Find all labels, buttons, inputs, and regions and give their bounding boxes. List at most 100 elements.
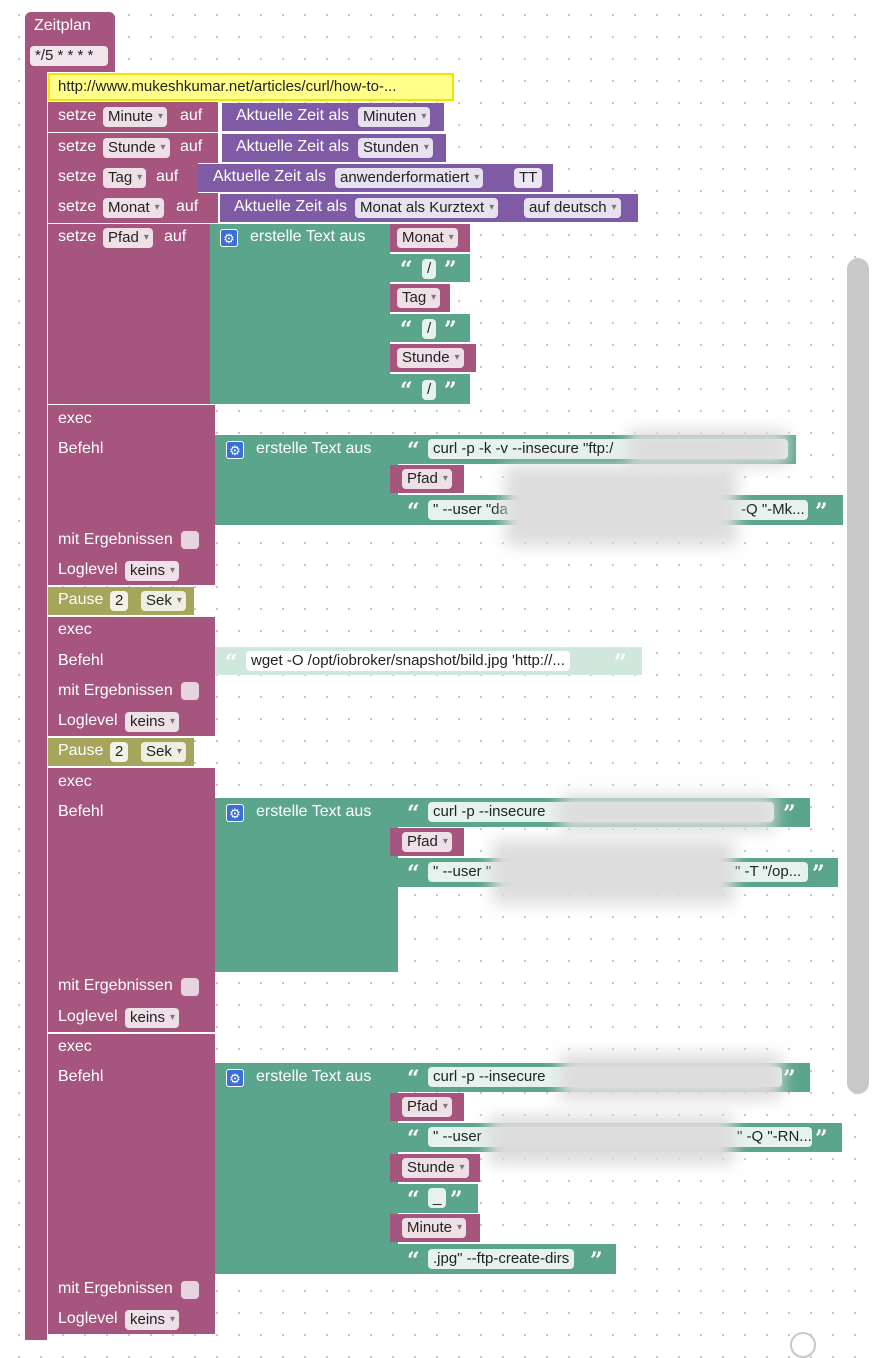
crosshair-icon[interactable] — [790, 1332, 816, 1358]
var-dropdown[interactable]: Stunde — [397, 348, 464, 368]
loglevel-dropdown[interactable]: keins — [125, 1310, 180, 1330]
time-format-dropdown-minute[interactable]: Minuten — [358, 107, 431, 127]
var-dropdown-tag[interactable]: Tag — [103, 168, 147, 188]
loglevel-label: Loglevel — [58, 1008, 118, 1025]
func-label: Aktuelle Zeit als — [236, 138, 349, 155]
text-join-block-exec3[interactable] — [215, 798, 398, 972]
quote-close-icon: ” — [815, 1126, 828, 1152]
text-field-end: -Q "-Mk... — [741, 501, 805, 518]
text-field[interactable]: _ — [428, 1188, 447, 1208]
quote-open-icon: “ — [407, 1187, 420, 1213]
befehl-label: Befehl — [58, 803, 104, 820]
befehl-label: Befehl — [58, 652, 104, 669]
quote-open-icon: “ — [400, 317, 413, 343]
loglevel-dropdown[interactable]: keins — [125, 1008, 180, 1028]
set-label: setze — [58, 107, 97, 124]
text-field[interactable]: / — [422, 380, 437, 400]
var-dropdown-pfad[interactable]: Pfad — [103, 228, 153, 248]
exec-label: exec — [58, 1038, 92, 1055]
quote-close-icon: ” — [444, 317, 457, 343]
var-dropdown-monat[interactable]: Monat — [103, 198, 164, 218]
var-dropdown-stunde[interactable]: Stunde — [103, 138, 170, 158]
pause-unit-dropdown[interactable]: Sek — [141, 742, 186, 762]
vertical-scrollbar[interactable] — [847, 258, 869, 1094]
befehl-label: Befehl — [58, 440, 104, 457]
gear-icon[interactable]: ⚙ — [226, 1069, 244, 1087]
custom-format-field[interactable]: TT — [514, 168, 543, 188]
text-field-end: " -T "/op... — [735, 863, 802, 880]
gear-icon[interactable]: ⚙ — [226, 804, 244, 822]
text-join-block-exec1[interactable] — [215, 435, 398, 525]
func-label: erstelle Text aus — [256, 803, 372, 820]
pause-label: Pause — [58, 591, 104, 608]
pause-value-field[interactable]: 2 — [110, 742, 129, 762]
quote-close-icon: ” — [812, 861, 825, 887]
func-label: Aktuelle Zeit als — [234, 198, 347, 215]
schedule-label: Zeitplan — [34, 17, 91, 34]
loglevel-dropdown[interactable]: keins — [125, 712, 180, 732]
quote-close-icon: ” — [450, 1187, 463, 1213]
var-dropdown[interactable]: Stunde — [402, 1158, 469, 1178]
comment-block[interactable] — [48, 73, 454, 101]
text-field[interactable]: wget -O /opt/iobroker/snapshot/bild.jpg … — [246, 651, 570, 671]
text-field[interactable]: / — [422, 319, 437, 339]
quote-close-icon: ” — [815, 499, 828, 525]
set-label: setze — [58, 228, 97, 245]
mit-ergebnissen-checkbox[interactable] — [181, 682, 199, 700]
quote-close-icon: ” — [444, 257, 457, 283]
time-format-dropdown-monat[interactable]: Monat als Kurztext — [355, 198, 499, 218]
befehl-label: Befehl — [58, 1068, 104, 1085]
text-join-block-exec4[interactable] — [215, 1063, 398, 1274]
redacted-area — [560, 1054, 782, 1100]
pause-value-field[interactable]: 2 — [110, 591, 129, 611]
gear-icon[interactable]: ⚙ — [220, 229, 238, 247]
exec-label: exec — [58, 410, 92, 427]
set-pfad-block[interactable] — [48, 224, 210, 404]
quote-close-icon: ” — [444, 378, 457, 404]
auf-label: auf — [180, 138, 203, 155]
redacted-area — [505, 466, 737, 546]
quote-close-icon: ” — [783, 1066, 796, 1092]
text-field[interactable]: / — [422, 259, 437, 279]
quote-open-icon: “ — [407, 861, 420, 887]
text-field-end: " -Q "-RN... — [737, 1128, 812, 1145]
var-dropdown[interactable]: Tag — [397, 288, 441, 308]
set-label: setze — [58, 198, 97, 215]
mit-ergebnissen-label: mit Ergebnissen — [58, 977, 173, 994]
pause-unit-dropdown[interactable]: Sek — [141, 591, 186, 611]
var-dropdown[interactable]: Monat — [397, 228, 458, 248]
var-dropdown-minute[interactable]: Minute — [103, 107, 168, 127]
cron-field[interactable]: */5 * * * * — [30, 46, 108, 66]
loglevel-dropdown[interactable]: keins — [125, 561, 180, 581]
quote-close-icon: ” — [614, 650, 627, 676]
quote-close-icon: ” — [590, 1248, 603, 1274]
redacted-area — [492, 840, 734, 904]
quote-open-icon: “ — [407, 801, 420, 827]
quote-open-icon: “ — [407, 1248, 420, 1274]
time-format-dropdown-tag[interactable]: anwenderformatiert — [335, 168, 484, 188]
text-field[interactable]: .jpg" --ftp-create-dirs — [428, 1249, 575, 1269]
func-label: erstelle Text aus — [256, 1068, 372, 1085]
mit-ergebnissen-checkbox[interactable] — [181, 1281, 199, 1299]
exec-block-1[interactable] — [48, 405, 215, 585]
auf-label: auf — [164, 228, 187, 245]
var-dropdown[interactable]: Pfad — [402, 832, 452, 852]
var-dropdown[interactable]: Pfad — [402, 1097, 452, 1117]
mit-ergebnissen-label: mit Ergebnissen — [58, 1280, 173, 1297]
gear-icon[interactable]: ⚙ — [226, 441, 244, 459]
loglevel-label: Loglevel — [58, 1310, 118, 1327]
func-label: Aktuelle Zeit als — [236, 107, 349, 124]
auf-label: auf — [156, 168, 179, 185]
redacted-area — [560, 795, 775, 831]
func-label: Aktuelle Zeit als — [213, 168, 326, 185]
mit-ergebnissen-checkbox[interactable] — [181, 531, 199, 549]
language-dropdown[interactable]: auf deutsch — [524, 198, 621, 218]
quote-open-icon: “ — [400, 378, 413, 404]
text-join-block-pfad[interactable] — [210, 224, 390, 404]
var-dropdown[interactable]: Pfad — [402, 469, 452, 489]
mit-ergebnissen-label: mit Ergebnissen — [58, 682, 173, 699]
var-dropdown[interactable]: Minute — [402, 1218, 467, 1238]
mit-ergebnissen-checkbox[interactable] — [181, 978, 199, 996]
time-format-dropdown-stunde[interactable]: Stunden — [358, 138, 433, 158]
auf-label: auf — [176, 198, 199, 215]
